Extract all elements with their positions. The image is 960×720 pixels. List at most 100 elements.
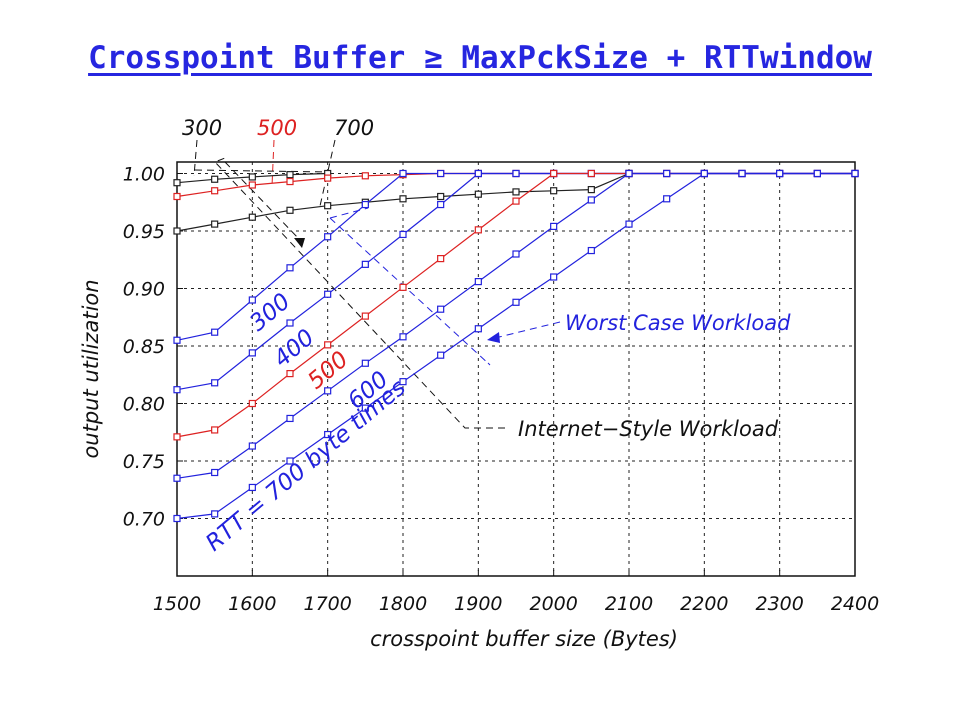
worst-series-600-point <box>663 169 671 178</box>
worst-series-400-point <box>173 386 181 394</box>
y-tick-label: 0.75 <box>123 451 165 473</box>
worst-series-600-point <box>399 333 407 341</box>
worst-series-400-point <box>399 230 407 239</box>
internet-series-300-point <box>211 175 219 183</box>
worst-series-600-point <box>173 474 181 482</box>
x-tick-label: 2000 <box>529 593 577 615</box>
worst-series-700-point <box>625 220 633 228</box>
worst-series-300-point <box>248 296 256 304</box>
worst-series-300-point <box>286 264 294 272</box>
worst-case-bracket <box>329 207 491 366</box>
x-axis-label: crosspoint buffer size (Bytes) <box>370 627 678 651</box>
worst-series-700-point <box>851 169 859 178</box>
axis-ticks <box>176 173 856 576</box>
internet-style-leader <box>214 157 505 429</box>
series-label-700: RTT = 700 byte times <box>201 375 411 557</box>
worst-case-arrowhead <box>487 332 500 343</box>
internet-series-700-point <box>512 188 520 196</box>
worst-series-500-point <box>248 399 256 408</box>
worst-series-700-point <box>700 169 708 178</box>
worst-series-400-point <box>286 319 294 327</box>
x-tick-label: 2200 <box>680 593 728 615</box>
internet-series-700-point <box>286 206 294 214</box>
internet-series-500-point <box>324 174 332 182</box>
worst-series-400-point <box>324 290 332 298</box>
top-label-700: 700 <box>334 116 374 140</box>
worst-series-700-point <box>286 457 294 465</box>
worst-series-700-point <box>399 378 407 386</box>
worst-series-500-point <box>173 433 181 441</box>
worst-series-500-point <box>286 370 294 378</box>
internet-series-700-point <box>211 220 219 228</box>
worst-series-500-point <box>587 169 595 178</box>
y-tick-label: 0.95 <box>123 221 165 243</box>
worst-series-500-point <box>550 169 558 178</box>
top-label-leader-500 <box>271 139 275 187</box>
worst-series-700-point <box>173 514 181 523</box>
worst-series-500-point <box>324 341 332 349</box>
internet-series-300-point <box>286 171 294 179</box>
worst-series-600-point <box>625 169 633 178</box>
internet-series-700-point <box>550 187 558 195</box>
y-axis-label: output utilization <box>79 279 103 458</box>
worst-series-600-point <box>512 250 520 258</box>
worst-series-400-point <box>248 349 256 357</box>
x-tick-labels: 1500 1600 1700 1800 1900 2000 2100 2200 2300 2400 <box>153 593 879 615</box>
x-tick-label: 1800 <box>379 593 427 615</box>
internet-series-300-point <box>173 179 181 187</box>
worst-series-700-point <box>587 246 595 255</box>
top-label-leader-300 <box>193 139 198 177</box>
y-tick-label: 0.90 <box>123 279 165 301</box>
worst-series-300-point <box>324 233 332 241</box>
worst-series-600-point <box>286 414 294 423</box>
worst-series-700-point <box>248 483 256 492</box>
worst-series-400-point <box>474 169 482 178</box>
worst-series-700-point <box>663 195 671 203</box>
internet-series-500-point <box>173 192 181 201</box>
worst-series-500-point <box>361 312 369 320</box>
internet-series-700-point <box>324 202 332 210</box>
worst-series-600-point <box>361 359 369 367</box>
y-tick-label: 0.85 <box>123 336 165 358</box>
worst-series-500-point <box>399 283 407 291</box>
worst-series-400-point <box>361 260 369 268</box>
worst-series-500-point <box>474 226 482 234</box>
worst-series-600-point <box>550 222 558 230</box>
internet-series-700-point <box>437 192 445 201</box>
worst-case-leader <box>494 321 561 339</box>
plot-frame <box>176 161 856 577</box>
internet-series-700-point <box>248 213 256 221</box>
y-tick-label: 0.80 <box>123 394 165 416</box>
worst-series-600-point <box>437 305 445 313</box>
y-tick-labels: 0.70 0.75 0.80 0.85 0.90 0.95 1.00 <box>123 164 165 531</box>
grid-lines <box>177 162 855 576</box>
internet-series-500-point <box>211 187 219 195</box>
worst-series-600-point <box>211 468 219 477</box>
internet-style-annotation: Internet−Style Workload <box>518 417 779 441</box>
worst-case-annotation: Worst Case Workload <box>565 311 791 335</box>
internet-series-500-point <box>361 172 369 180</box>
series-markers <box>173 169 859 523</box>
top-label-500: 500 <box>257 116 297 140</box>
slide-title: Crosspoint Buffer ≥ MaxPckSize + RTTwind… <box>88 40 872 76</box>
worst-series-300-point <box>211 328 219 336</box>
worst-series-300-point <box>437 169 445 178</box>
worst-series-700-point <box>512 298 520 306</box>
internet-series-500-point <box>286 177 294 186</box>
internet-series-500-point <box>248 181 256 189</box>
worst-series-600-point <box>324 387 332 395</box>
worst-series-700-point <box>738 169 746 178</box>
x-tick-label: 2400 <box>831 593 879 615</box>
x-tick-label: 1600 <box>228 593 276 615</box>
top-label-arrowhead <box>294 238 305 248</box>
internet-series-700-point <box>587 186 595 194</box>
worst-series-700-point <box>437 351 445 359</box>
worst-series-300-point <box>173 336 181 344</box>
worst-series-700-point <box>211 510 219 518</box>
x-tick-label: 1900 <box>454 593 502 615</box>
x-tick-label: 1500 <box>153 593 201 615</box>
series-label-500: 500 <box>303 346 353 394</box>
worst-series-600-point <box>474 278 482 286</box>
worst-series-700-point <box>776 169 784 178</box>
